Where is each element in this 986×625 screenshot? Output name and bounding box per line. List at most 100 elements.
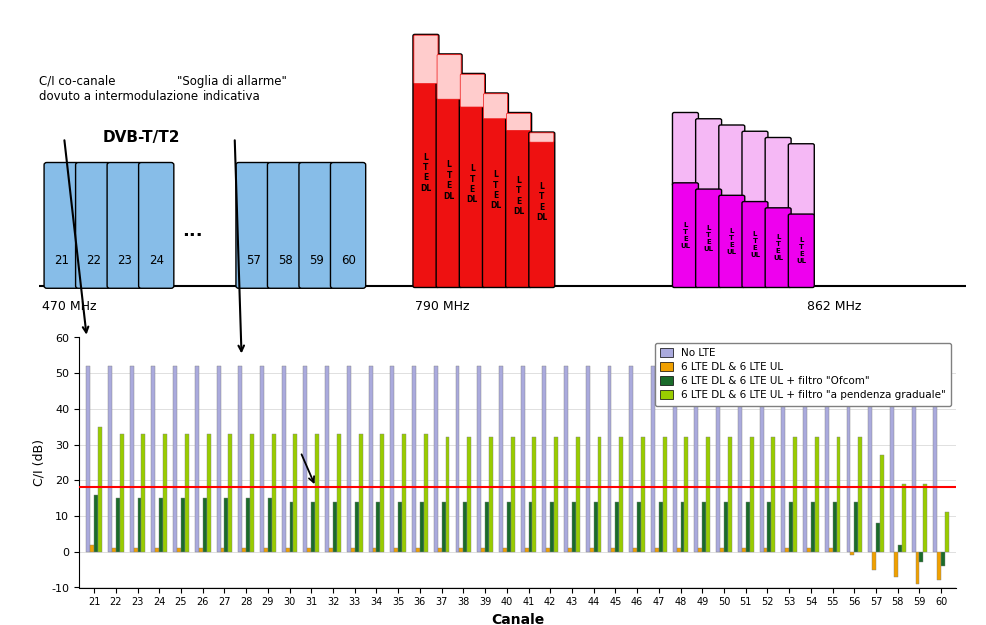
Bar [763,548,767,552]
Bar [137,498,141,552]
Text: L
T
E
DL: L T E DL [513,176,525,216]
Text: 862 MHz: 862 MHz [807,300,861,313]
Text: 58: 58 [278,254,293,268]
Bar [438,548,442,552]
Bar [720,548,724,552]
Bar [394,548,398,552]
Bar [890,366,894,552]
FancyBboxPatch shape [413,34,439,288]
Bar [163,434,167,552]
Bar [789,502,793,552]
Bar [86,366,90,552]
Bar [243,548,246,552]
Bar [901,484,905,552]
Bar [850,552,854,556]
Bar [803,366,807,552]
Bar [329,548,333,552]
Bar [576,438,580,552]
Text: L
T
E
DL: L T E DL [420,152,432,192]
Bar [98,427,102,552]
Bar [542,366,546,552]
Bar [767,502,771,552]
FancyBboxPatch shape [459,73,485,288]
Text: 21: 21 [54,254,69,268]
Text: L
T
E
DL: L T E DL [466,164,478,204]
Bar [828,548,832,552]
Bar [641,438,645,552]
Bar [272,434,276,552]
Text: L
T
E
UL: L T E UL [750,231,760,258]
Bar [684,438,688,552]
FancyBboxPatch shape [765,208,791,288]
Bar [676,548,680,552]
Bar [199,548,203,552]
Bar [702,502,706,552]
Bar [942,552,946,566]
Bar [195,366,199,552]
FancyBboxPatch shape [44,162,79,288]
Bar [598,438,601,552]
Bar [572,502,576,552]
Bar [246,498,250,552]
Bar [698,548,702,552]
Bar [916,552,920,584]
Bar [912,366,916,552]
Bar [134,548,137,552]
FancyBboxPatch shape [696,189,722,288]
Bar [481,548,485,552]
Bar [793,438,797,552]
Bar [938,552,942,581]
FancyBboxPatch shape [719,125,744,199]
Bar [250,434,254,552]
Bar [898,544,901,552]
Bar [586,366,590,552]
Bar [156,548,160,552]
Bar [217,366,221,552]
Bar [185,434,188,552]
Text: 60: 60 [340,254,356,268]
Bar [836,438,840,552]
Bar [924,484,927,552]
FancyBboxPatch shape [437,54,461,99]
Bar [177,548,181,552]
Bar [706,438,710,552]
Bar [568,548,572,552]
Bar [312,502,316,552]
Text: 57: 57 [246,254,261,268]
Bar [659,502,663,552]
Bar [477,366,481,552]
FancyBboxPatch shape [719,195,744,288]
Bar [594,502,598,552]
Bar [590,548,594,552]
Bar [90,544,94,552]
Bar [446,438,450,552]
Bar [268,498,272,552]
Bar [181,498,185,552]
Bar [424,434,428,552]
Bar [225,498,229,552]
Bar [728,438,732,552]
Text: 59: 59 [310,254,324,268]
Bar [459,548,463,552]
Bar [264,548,268,552]
Text: 790 MHz: 790 MHz [415,300,469,313]
FancyBboxPatch shape [789,214,814,288]
FancyBboxPatch shape [330,162,366,288]
Bar [119,434,123,552]
Bar [781,366,785,552]
Bar [398,502,402,552]
Bar [442,502,446,552]
Bar [355,502,359,552]
Bar [130,366,134,552]
Text: L
T
E
DL: L T E DL [490,170,501,211]
Bar [611,548,615,552]
Bar [141,434,145,552]
FancyBboxPatch shape [742,201,768,288]
Bar [749,438,753,552]
Bar [528,502,532,552]
Bar [564,366,568,552]
Text: L
T
E
UL: L T E UL [704,225,714,252]
FancyBboxPatch shape [460,74,484,107]
X-axis label: Canale: Canale [491,612,544,625]
FancyBboxPatch shape [742,131,768,205]
